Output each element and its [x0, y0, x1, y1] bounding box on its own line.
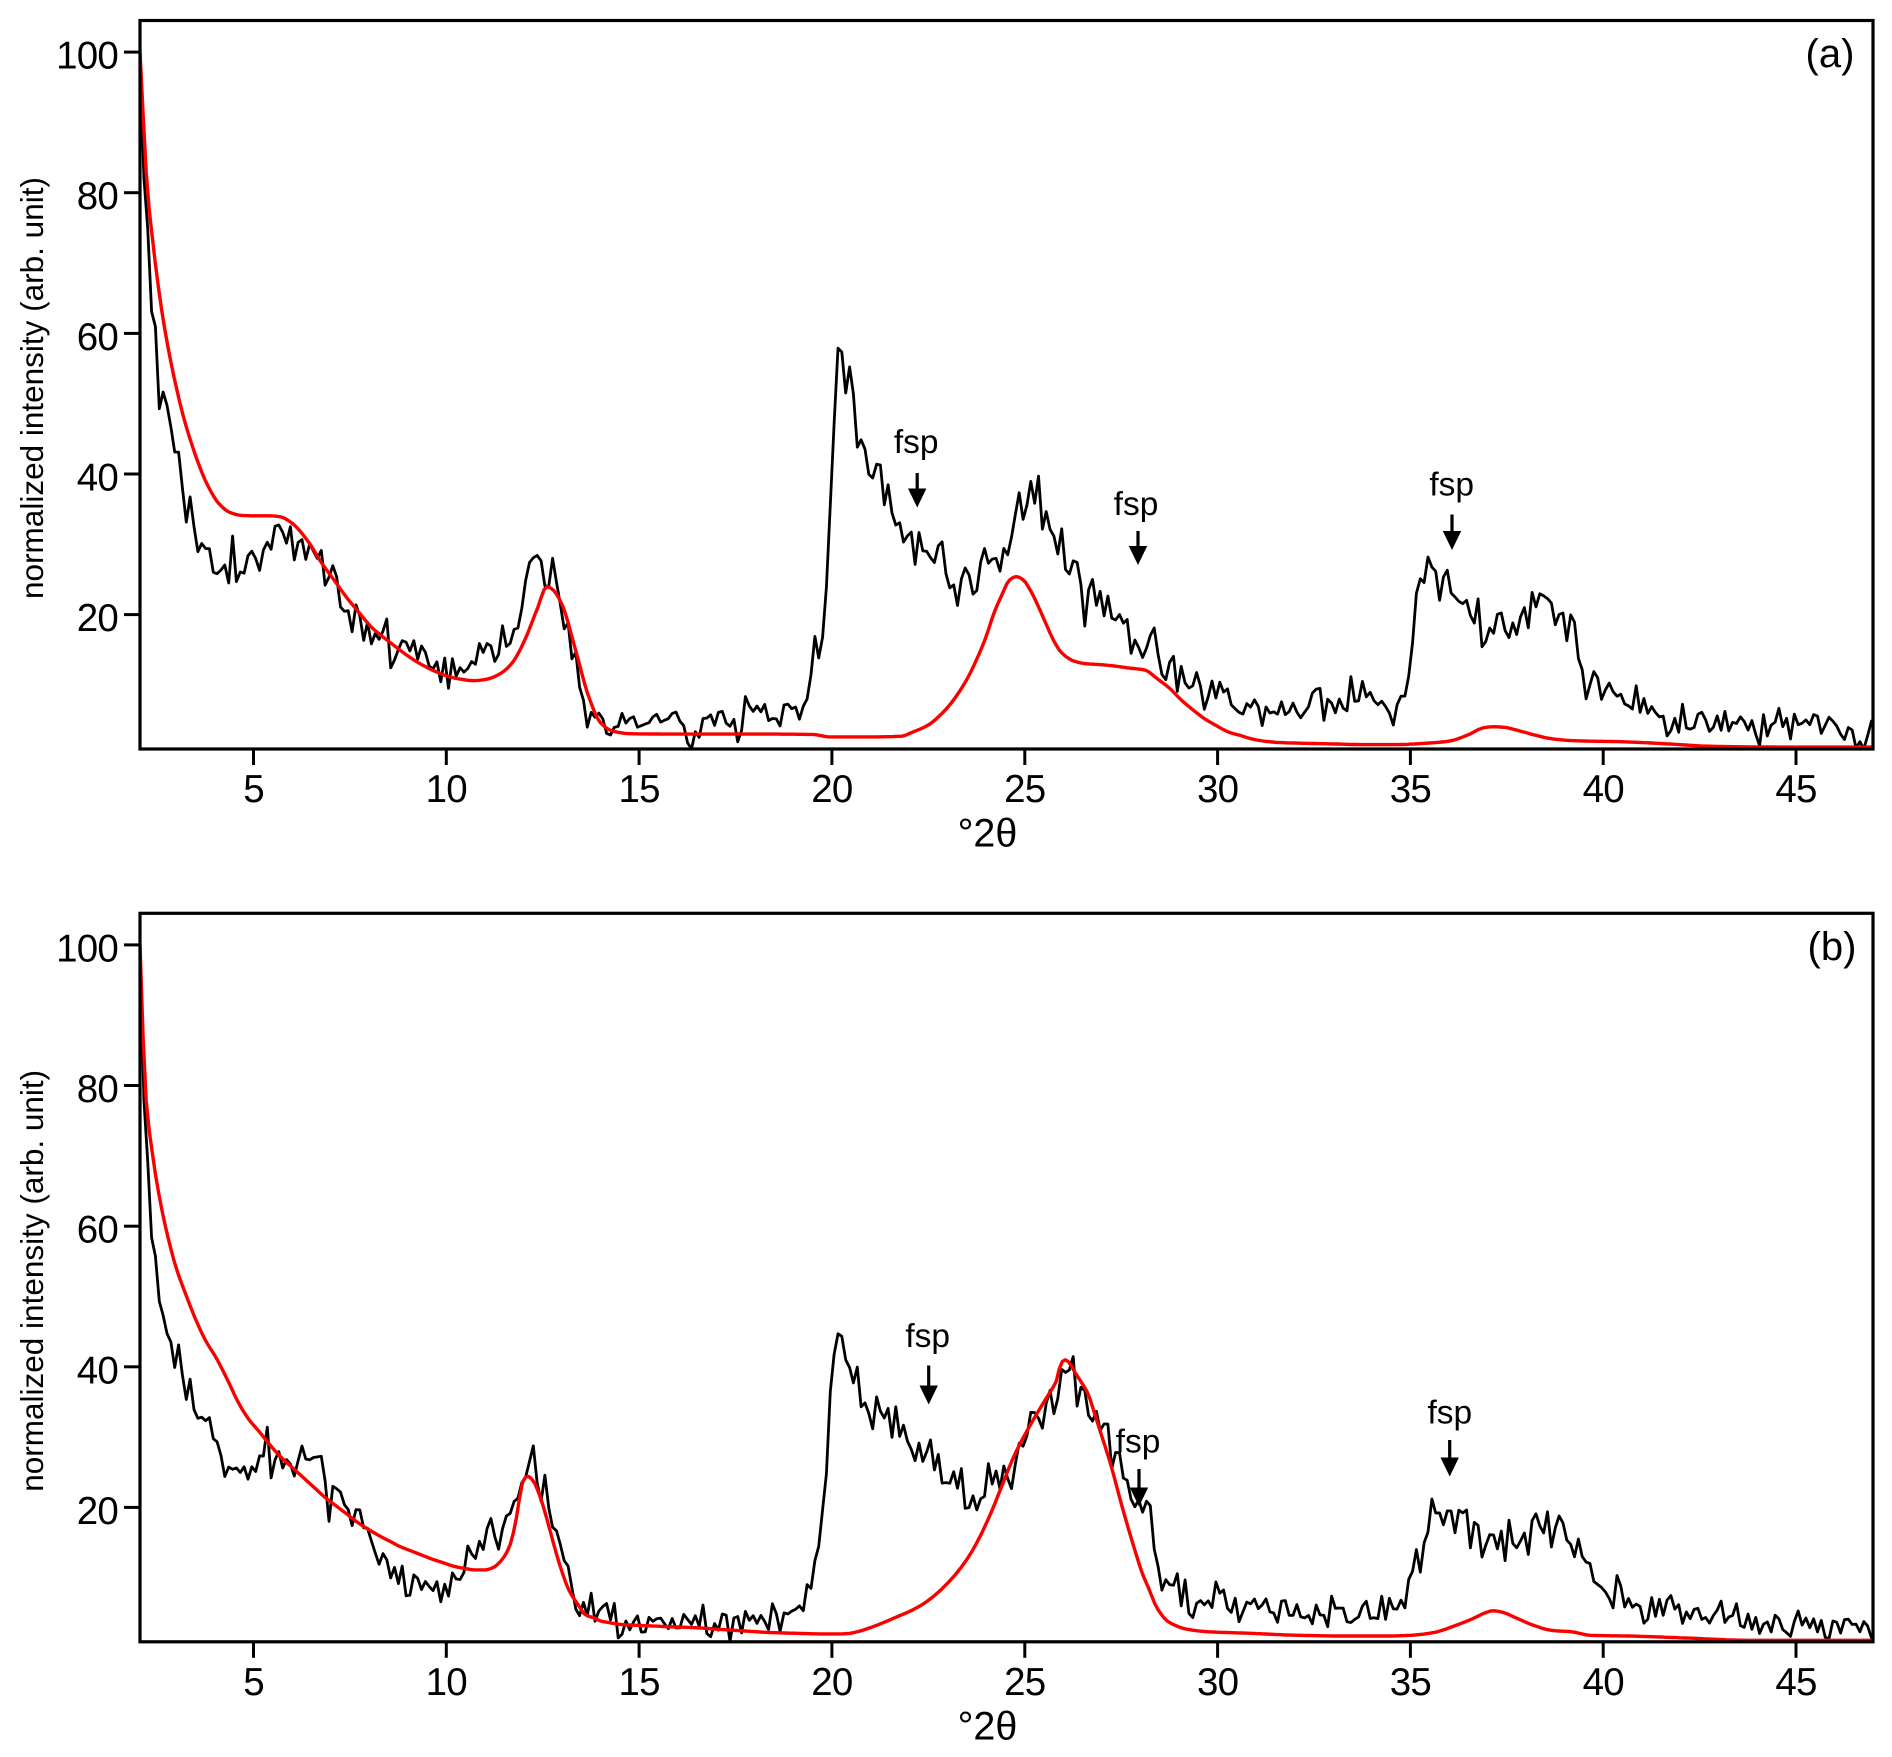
svg-text:80: 80	[77, 175, 118, 218]
svg-text:5: 5	[243, 1661, 264, 1704]
svg-text:fsp: fsp	[1427, 1395, 1472, 1432]
svg-text:40: 40	[1583, 768, 1624, 811]
svg-text:(a): (a)	[1806, 32, 1855, 76]
svg-text:15: 15	[618, 1661, 659, 1704]
svg-text:20: 20	[811, 1661, 852, 1704]
svg-text:10: 10	[426, 768, 467, 811]
svg-text:fsp: fsp	[894, 424, 939, 461]
svg-text:40: 40	[1583, 1661, 1624, 1704]
svg-text:100: 100	[56, 927, 118, 970]
svg-text:40: 40	[77, 457, 118, 500]
svg-text:30: 30	[1197, 768, 1238, 811]
svg-text:fsp: fsp	[905, 1318, 950, 1355]
svg-text:(b): (b)	[1808, 925, 1857, 969]
svg-text:35: 35	[1390, 1661, 1431, 1704]
svg-text:80: 80	[77, 1068, 118, 1111]
svg-text:60: 60	[77, 1209, 118, 1252]
svg-text:fsp: fsp	[1116, 1424, 1161, 1461]
svg-text:45: 45	[1775, 1661, 1816, 1704]
svg-text:10: 10	[426, 1661, 467, 1704]
svg-text:fsp: fsp	[1114, 486, 1159, 523]
svg-text:normalized intensity (arb. uni: normalized intensity (arb. unit)	[14, 1070, 50, 1492]
svg-text:°2θ: °2θ	[958, 1705, 1018, 1749]
svg-text:25: 25	[1004, 768, 1045, 811]
svg-text:40: 40	[77, 1349, 118, 1392]
svg-text:20: 20	[77, 597, 118, 640]
svg-text:20: 20	[77, 1490, 118, 1533]
svg-text:100: 100	[56, 35, 118, 78]
svg-text:60: 60	[77, 316, 118, 359]
svg-text:35: 35	[1390, 768, 1431, 811]
svg-text:30: 30	[1197, 1661, 1238, 1704]
svg-text:normalized intensity (arb. uni: normalized intensity (arb. unit)	[14, 177, 50, 599]
svg-text:15: 15	[618, 768, 659, 811]
svg-text:45: 45	[1775, 768, 1816, 811]
svg-text:fsp: fsp	[1429, 467, 1474, 504]
svg-text:5: 5	[243, 768, 264, 811]
svg-text:°2θ: °2θ	[958, 812, 1018, 856]
svg-text:20: 20	[811, 768, 852, 811]
svg-text:25: 25	[1004, 1661, 1045, 1704]
